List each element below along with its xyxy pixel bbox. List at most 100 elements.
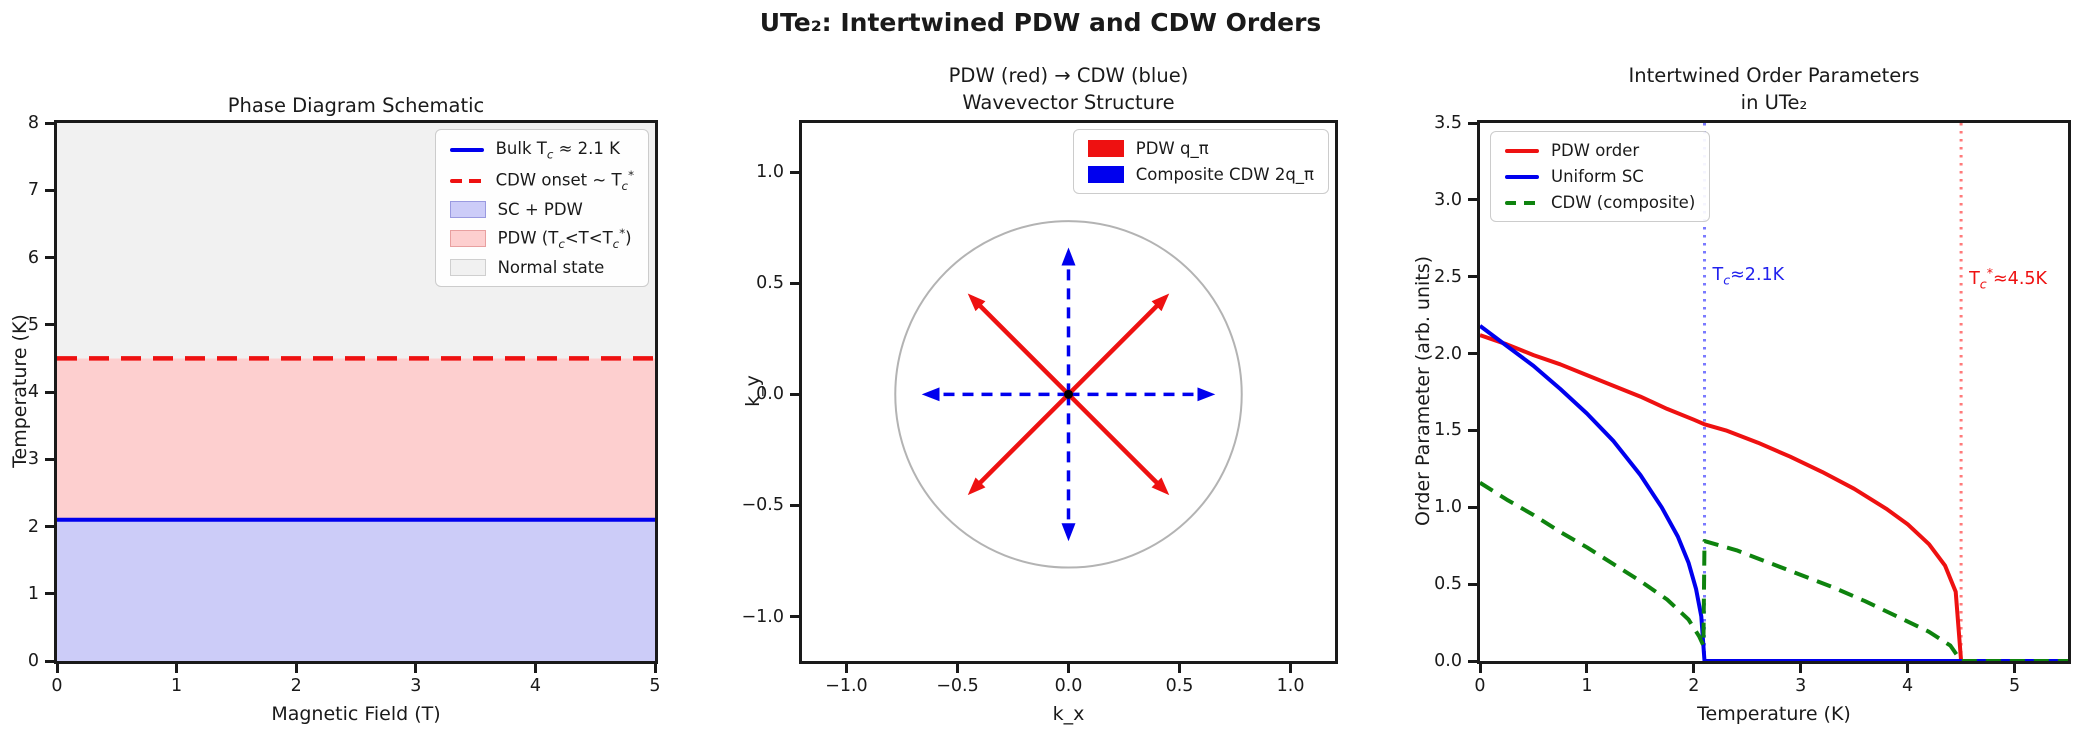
x-tick-label: −0.5 xyxy=(936,676,979,696)
y-tick-label: 7 xyxy=(27,180,39,201)
series-uniform-sc xyxy=(1480,324,2068,661)
x-tick-label: 4 xyxy=(1902,676,1914,696)
x-tick-label: 2 xyxy=(290,676,302,696)
phase-xlabel: Magnetic Field (T) xyxy=(271,703,441,725)
order-parameters-canvas xyxy=(1480,123,2068,661)
x-tick-mark xyxy=(55,664,59,673)
x-tick-mark xyxy=(294,664,298,673)
guide-circle xyxy=(894,220,1243,569)
pdw-arrow xyxy=(967,293,1071,396)
y-tick-label: 1 xyxy=(27,583,39,604)
y-tick-label: 1.0 xyxy=(1434,497,1462,518)
wavevector-plot: PDW q_π Composite CDW 2q_π xyxy=(799,120,1338,664)
y-tick-label: 5 xyxy=(27,314,39,335)
y-tick-mark xyxy=(790,503,799,507)
y-tick-mark xyxy=(45,323,54,327)
figure-title: UTe₂: Intertwined PDW and CDW Orders xyxy=(759,8,1322,37)
x-tick-mark xyxy=(175,664,179,673)
y-tick-label: 6 xyxy=(27,247,39,268)
order-parameters-legend: PDW order Uniform SC CDW (composite) xyxy=(1490,131,1711,222)
legend-entry: Composite CDW 2q_π xyxy=(1087,165,1314,184)
legend-line-sample xyxy=(449,148,484,153)
y-tick-label: 2.0 xyxy=(1434,343,1462,364)
y-tick-label: 0.0 xyxy=(1434,651,1462,671)
x-tick-label: 4 xyxy=(529,676,541,696)
y-tick-mark xyxy=(790,615,799,619)
x-tick-label: 0.5 xyxy=(1165,676,1194,696)
y-tick-mark xyxy=(790,281,799,285)
legend-patch-sample xyxy=(449,201,486,219)
order-parameters-plot: Tc≈2.1K Tc*≈4.5K PDW order Uniform SC CDW (c… xyxy=(1477,120,2071,664)
y-tick-label: 3.5 xyxy=(1434,113,1462,133)
legend-entry: Normal state xyxy=(449,257,634,277)
x-tick-mark xyxy=(1478,664,1482,673)
y-tick-mark xyxy=(1468,352,1477,356)
legend-entry: SC + PDW xyxy=(449,200,634,219)
legend-entry: Uniform SC xyxy=(1505,167,1695,186)
y-tick-mark xyxy=(45,188,54,192)
wavevector-title-line2: Wavevector Structure xyxy=(962,91,1175,114)
critical-temp-label: Tc≈2.1K xyxy=(1712,264,1785,288)
phase-diagram-plot: Bulk Tc ≈ 2.1 K CDW onset ~ Tc* SC + PDW PD… xyxy=(54,120,658,664)
y-tick-label: 3.0 xyxy=(1434,189,1462,210)
y-tick-mark xyxy=(790,392,799,396)
x-tick-label: −1.0 xyxy=(825,676,868,696)
legend-entry: CDW onset ~ Tc* xyxy=(449,168,634,194)
y-tick-mark xyxy=(45,390,54,394)
legend-patch-sample xyxy=(449,229,486,247)
pdw-arrow xyxy=(1066,293,1170,396)
legend-patch-sample xyxy=(1087,166,1124,183)
x-tick-label: 5 xyxy=(2008,676,2021,696)
legend-label: PDW order xyxy=(1551,141,1640,160)
wavevector-structure-legend: PDW q_π Composite CDW 2q_π xyxy=(1072,129,1329,194)
y-tick-label: 1.5 xyxy=(1434,420,1462,441)
region-sc-pdw xyxy=(57,519,655,661)
legend-label: CDW onset ~ Tc* xyxy=(495,168,634,194)
pdw-arrow xyxy=(1066,392,1170,496)
phase-panel-title: Phase Diagram Schematic xyxy=(227,94,485,117)
y-tick-label: 1.0 xyxy=(756,162,784,183)
y-tick-mark xyxy=(45,121,54,125)
x-tick-label: 1.0 xyxy=(1276,676,1305,696)
x-tick-mark xyxy=(2013,664,2017,673)
y-tick-mark xyxy=(1468,121,1477,125)
y-tick-label: 3 xyxy=(27,449,39,470)
legend-label: CDW (composite) xyxy=(1551,193,1696,212)
legend-patch-sample xyxy=(449,258,486,276)
y-tick-mark xyxy=(45,592,54,596)
x-tick-label: 1 xyxy=(1581,676,1593,696)
x-tick-mark xyxy=(653,664,657,673)
x-tick-label: 2 xyxy=(1688,676,1700,696)
y-tick-label: 4 xyxy=(27,382,39,402)
y-tick-label: 2 xyxy=(27,516,39,537)
order-title-line1: Intertwined Order Parameters xyxy=(1628,64,1920,87)
y-tick-label: 0.5 xyxy=(1434,574,1462,595)
y-tick-label: 2.5 xyxy=(1434,266,1462,287)
legend-label: Normal state xyxy=(497,257,605,277)
wavevector-panel-title: PDW (red) → CDW (blue) Wavevector Struct… xyxy=(802,62,1335,116)
x-tick-label: 3 xyxy=(1795,676,1807,696)
wavevector-title-line1: PDW (red) → CDW (blue) xyxy=(948,64,1189,87)
phase-diagram-legend: Bulk Tc ≈ 2.1 K CDW onset ~ Tc* SC + PDW PD… xyxy=(434,129,649,287)
legend-label: Bulk Tc ≈ 2.1 K xyxy=(495,139,620,162)
origin-dot xyxy=(1064,389,1073,399)
order-title-line2: in UTe₂ xyxy=(1740,91,1808,114)
x-tick-mark xyxy=(414,664,418,673)
legend-entry: PDW q_π xyxy=(1087,139,1314,158)
y-tick-mark xyxy=(790,170,799,174)
x-tick-mark xyxy=(1067,664,1070,673)
legend-line-sample xyxy=(1505,200,1539,205)
series-pdw-order xyxy=(1480,333,2068,661)
y-tick-mark xyxy=(1468,582,1477,586)
legend-entry: CDW (composite) xyxy=(1505,193,1695,212)
x-tick-mark xyxy=(1178,664,1182,673)
legend-line-sample xyxy=(1505,174,1539,179)
y-tick-label: −1.0 xyxy=(741,606,785,627)
y-tick-label: 0 xyxy=(27,651,39,671)
x-tick-mark xyxy=(1692,664,1696,673)
y-tick-mark xyxy=(45,525,54,528)
y-tick-mark xyxy=(45,256,54,259)
legend-label: PDW q_π xyxy=(1135,139,1209,158)
legend-label: Uniform SC xyxy=(1551,167,1644,186)
